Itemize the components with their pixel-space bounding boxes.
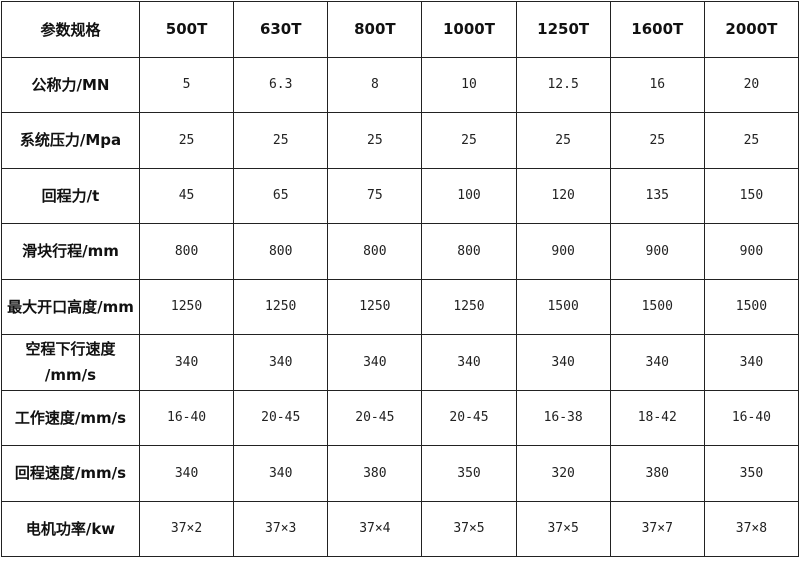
table-cell: 37×7	[609, 500, 705, 557]
table-row: 最大开口高度/mm 1250 1250 1250 1250 1500 1500 1500	[1, 278, 800, 335]
row-label-line: /mm/s	[44, 366, 97, 385]
table-cell: 75	[327, 167, 423, 224]
table-cell: 100	[421, 167, 517, 224]
table-row: 电机功率/kw 37×2 37×3 37×4 37×5 37×5 37×7 37×8	[1, 500, 800, 557]
table-cell: 135	[609, 167, 705, 224]
table-cell: 350	[421, 445, 517, 502]
row-label: 回程速度/mm/s	[1, 445, 140, 502]
table-cell: 6.3	[233, 56, 329, 113]
table-cell: 380	[609, 445, 705, 502]
table-cell: 25	[421, 112, 517, 169]
table-cell: 800	[233, 223, 329, 280]
table-cell: 1250	[233, 278, 329, 335]
table-cell: 1500	[609, 278, 705, 335]
table-cell: 16-38	[515, 389, 611, 446]
table-cell: 37×5	[421, 500, 517, 557]
table-cell: 10	[421, 56, 517, 113]
table-cell: 340	[138, 334, 235, 391]
row-label: 工作速度/mm/s	[1, 389, 140, 446]
table-cell: 800	[327, 223, 423, 280]
table-cell: 8	[327, 56, 423, 113]
table-cell: 340	[233, 334, 329, 391]
table-cell: 18-42	[609, 389, 705, 446]
table-cell: 340	[703, 334, 800, 391]
header-cell-model: 1250T	[515, 1, 611, 58]
table-cell: 25	[138, 112, 235, 169]
row-label: 滑块行程/mm	[1, 223, 140, 280]
row-label: 回程力/t	[1, 167, 140, 224]
table-row: 工作速度/mm/s 16-40 20-45 20-45 20-45 16-38 18-42 1…	[1, 389, 800, 446]
table-cell: 150	[703, 167, 800, 224]
table-cell: 350	[703, 445, 800, 502]
table-cell: 1250	[421, 278, 517, 335]
table-cell: 1500	[703, 278, 800, 335]
table-cell: 25	[515, 112, 611, 169]
table-cell: 340	[138, 445, 235, 502]
row-label: 系统压力/Mpa	[1, 112, 140, 169]
table-cell: 16	[609, 56, 705, 113]
row-label: 空程下行速度/mm/s	[1, 334, 140, 391]
table-cell: 16-40	[703, 389, 800, 446]
table-cell: 20	[703, 56, 800, 113]
table-cell: 120	[515, 167, 611, 224]
row-label: 公称力/MN	[1, 56, 140, 113]
header-cell-model: 1600T	[609, 1, 705, 58]
table-row: 滑块行程/mm 800 800 800 800 900 900 900	[1, 223, 800, 280]
header-cell-model: 500T	[138, 1, 235, 58]
table-cell: 37×2	[138, 500, 235, 557]
row-label: 电机功率/kw	[1, 500, 140, 557]
table-cell: 37×4	[327, 500, 423, 557]
table-cell: 12.5	[515, 56, 611, 113]
table-cell: 1250	[138, 278, 235, 335]
table-cell: 320	[515, 445, 611, 502]
table-cell: 1250	[327, 278, 423, 335]
table-row: 空程下行速度/mm/s 340 340 340 340 340 340 340	[1, 334, 800, 391]
header-row: 参数规格 500T 630T 800T 1000T 1250T 1600T 2000T	[1, 1, 800, 58]
header-cell-model: 800T	[327, 1, 423, 58]
table-cell: 1500	[515, 278, 611, 335]
table-cell: 20-45	[233, 389, 329, 446]
header-cell-model: 2000T	[703, 1, 800, 58]
table-cell: 20-45	[327, 389, 423, 446]
table-cell: 65	[233, 167, 329, 224]
table-cell: 380	[327, 445, 423, 502]
table-cell: 340	[515, 334, 611, 391]
row-label: 最大开口高度/mm	[1, 278, 140, 335]
table-cell: 340	[609, 334, 705, 391]
table-row: 回程速度/mm/s 340 340 380 350 320 380 350	[1, 445, 800, 502]
table-cell: 900	[515, 223, 611, 280]
header-cell-model: 1000T	[421, 1, 517, 58]
table-cell: 900	[609, 223, 705, 280]
table-cell: 25	[703, 112, 800, 169]
table-cell: 25	[609, 112, 705, 169]
table-cell: 340	[327, 334, 423, 391]
table-cell: 340	[233, 445, 329, 502]
row-label-line: 空程下行速度	[25, 340, 116, 359]
table-cell: 16-40	[138, 389, 235, 446]
table-cell: 900	[703, 223, 800, 280]
table-cell: 37×3	[233, 500, 329, 557]
table-cell: 800	[421, 223, 517, 280]
table-cell: 20-45	[421, 389, 517, 446]
table-row: 公称力/MN 5 6.3 8 10 12.5 16 20	[1, 56, 800, 113]
table-cell: 5	[138, 56, 235, 113]
table-cell: 800	[138, 223, 235, 280]
table-cell: 45	[138, 167, 235, 224]
table-cell: 25	[327, 112, 423, 169]
header-cell-model: 630T	[233, 1, 329, 58]
table-cell: 25	[233, 112, 329, 169]
table-row: 回程力/t 45 65 75 100 120 135 150	[1, 167, 800, 224]
table-cell: 37×5	[515, 500, 611, 557]
table-cell: 37×8	[703, 500, 800, 557]
table-cell: 340	[421, 334, 517, 391]
header-cell-parameter: 参数规格	[1, 1, 140, 58]
table-row: 系统压力/Mpa 25 25 25 25 25 25 25	[1, 112, 800, 169]
